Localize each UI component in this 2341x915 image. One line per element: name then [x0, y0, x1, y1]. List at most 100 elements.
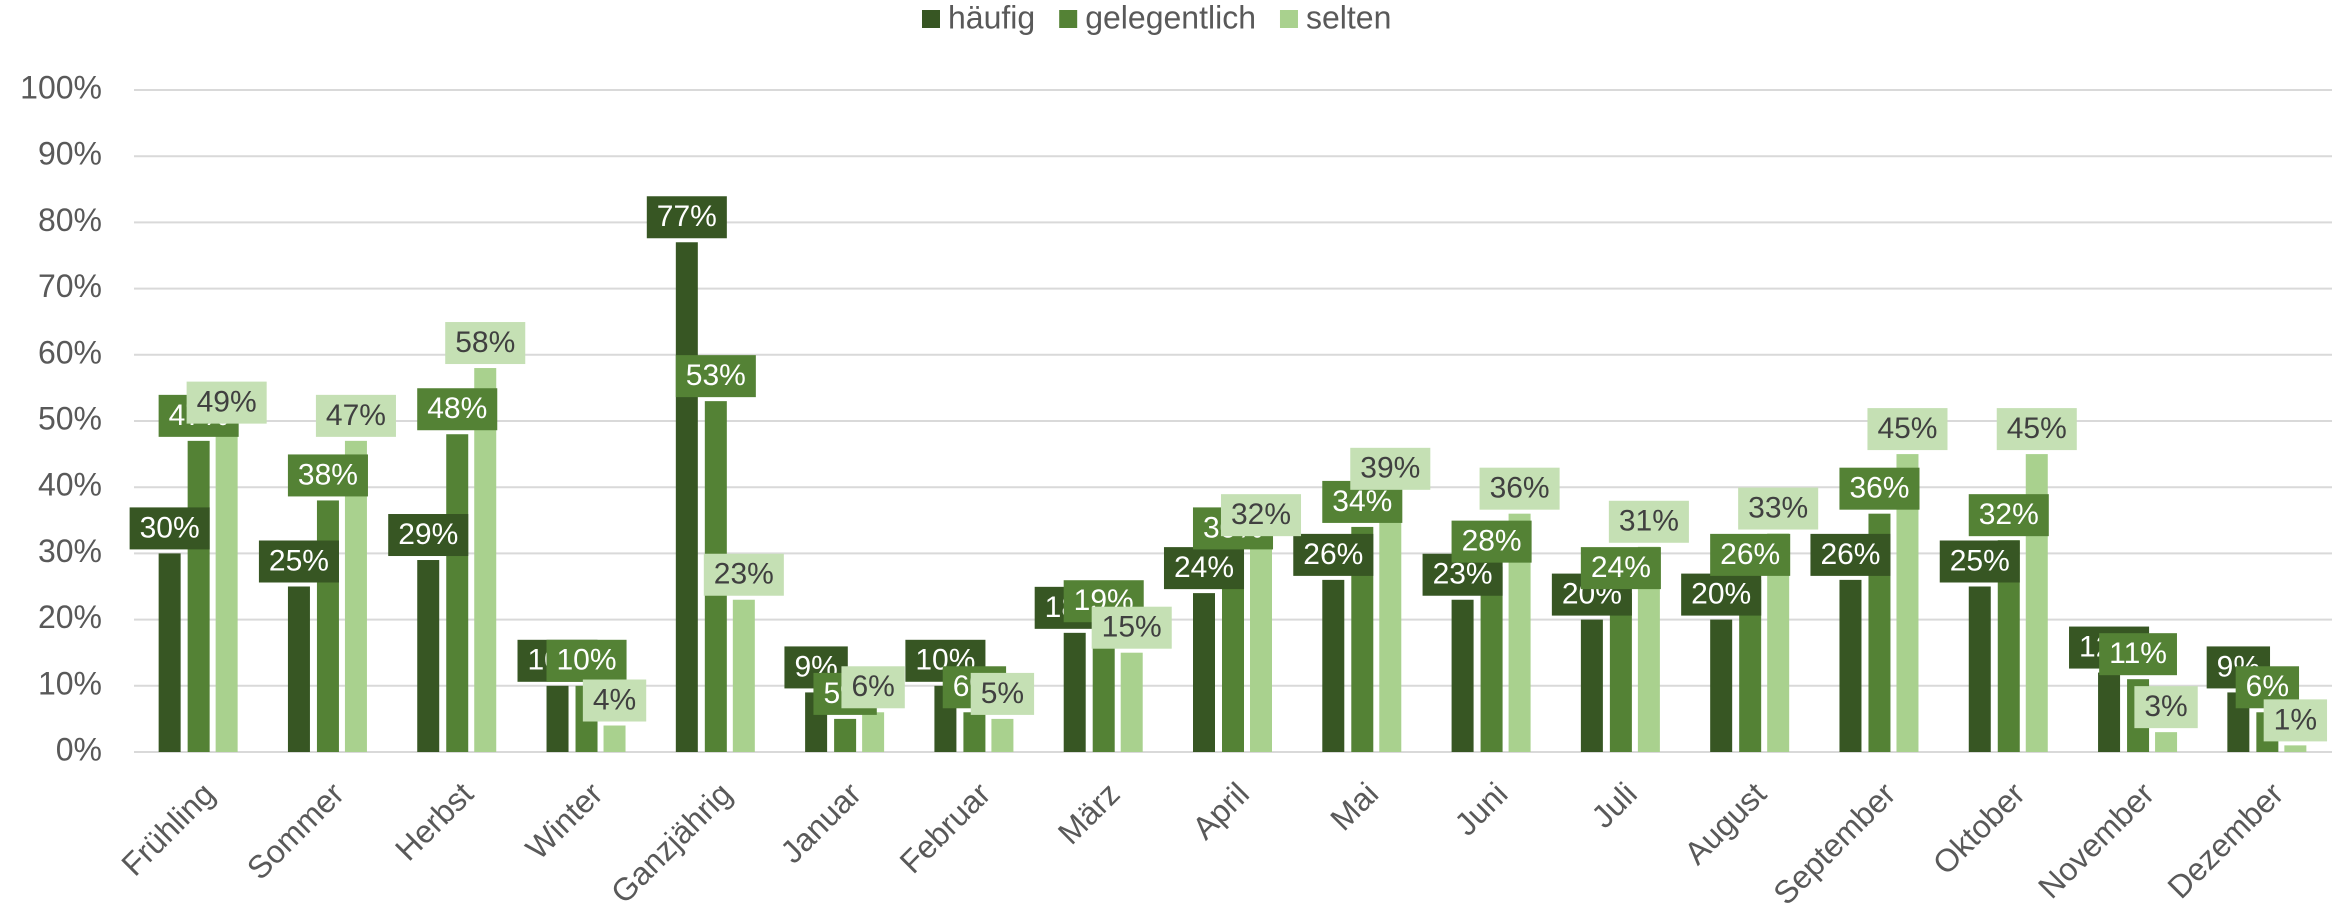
data-label: 1%	[2263, 699, 2328, 742]
data-label: 47%	[315, 394, 396, 437]
bar	[834, 718, 857, 752]
data-label-box	[1996, 408, 2077, 451]
x-tick-label: Juni	[1448, 775, 1515, 842]
legend-label: selten	[1306, 0, 1391, 35]
y-tick-label: 90%	[38, 136, 102, 172]
data-label: 23%	[1422, 553, 1503, 596]
data-label-text: 45%	[1877, 412, 1937, 445]
bar	[1609, 593, 1632, 752]
y-tick-label: 20%	[38, 599, 102, 635]
bar	[1480, 566, 1503, 752]
data-label-text: 3%	[2144, 690, 2187, 723]
data-label: 26%	[1293, 533, 1374, 576]
data-label: 24%	[1580, 547, 1661, 590]
data-label-text: 4%	[593, 683, 636, 716]
data-label: 4%	[582, 679, 647, 722]
data-label-text: 23%	[714, 558, 774, 591]
data-label-box	[1810, 533, 1891, 576]
data-label-text: 24%	[1591, 551, 1651, 584]
data-label-text: 24%	[1174, 551, 1234, 584]
y-tick-label: 80%	[38, 202, 102, 238]
x-tick-label: Frühling	[114, 775, 221, 882]
x-tick-label: Ganzjährig	[604, 775, 739, 910]
data-label-text: 26%	[1720, 538, 1780, 571]
data-label: 58%	[445, 322, 526, 365]
data-label-text: 1%	[2274, 703, 2317, 736]
data-label-text: 32%	[1231, 498, 1291, 531]
x-tick-label: April	[1185, 775, 1256, 846]
data-label: 33%	[1738, 487, 1819, 530]
data-label-box	[703, 553, 784, 596]
x-tick-label: Herbst	[388, 775, 480, 867]
data-label-box	[646, 196, 727, 239]
x-tick-label: Dezember	[2160, 775, 2290, 905]
y-tick-label: 10%	[38, 665, 102, 701]
bar	[2155, 732, 2178, 752]
data-label-text: 47%	[326, 399, 386, 432]
bar	[1580, 619, 1603, 752]
y-tick-label: 30%	[38, 533, 102, 569]
bar	[1710, 619, 1733, 752]
data-label-box	[1580, 547, 1661, 590]
data-label: 23%	[703, 553, 784, 596]
data-label: 32%	[1220, 494, 1302, 537]
data-label-text: 25%	[269, 544, 329, 577]
data-label-text: 26%	[1820, 538, 1880, 571]
data-label: 45%	[1867, 408, 1948, 451]
data-label: 45%	[1996, 408, 2077, 451]
data-label-text: 23%	[1433, 558, 1493, 591]
data-label-text: 48%	[427, 392, 487, 425]
bar	[417, 560, 440, 752]
data-label-box	[546, 639, 627, 682]
data-label-text: 6%	[2246, 670, 2289, 703]
data-label-text: 26%	[1303, 538, 1363, 571]
bar	[963, 712, 986, 752]
data-label-text: 32%	[1979, 498, 2039, 531]
x-tick-label: September	[1766, 775, 1902, 911]
data-label-text: 10%	[557, 644, 617, 677]
y-tick-label: 100%	[20, 69, 102, 105]
data-label-text: 34%	[1332, 485, 1392, 518]
data-label: 15%	[1091, 606, 1172, 649]
legend-label: häufig	[948, 0, 1035, 35]
data-label-box	[2099, 633, 2177, 676]
legend-swatch	[1279, 10, 1298, 28]
data-label-text: 28%	[1462, 525, 1522, 558]
x-tick-label: Oktober	[1926, 775, 2032, 881]
x-tick-label: Winter	[519, 775, 610, 866]
y-tick-label: 60%	[38, 334, 102, 370]
bar	[675, 242, 698, 752]
x-tick-label: Mai	[1323, 775, 1385, 837]
data-label-box	[2134, 686, 2198, 729]
bar	[1222, 553, 1244, 752]
x-tick-label: März	[1051, 775, 1127, 851]
data-label-box	[1293, 533, 1374, 576]
data-label: 28%	[1451, 520, 1532, 563]
bar	[862, 712, 885, 752]
y-tick-label: 0%	[56, 731, 102, 767]
data-label-box	[970, 672, 1035, 715]
bar	[732, 599, 755, 752]
bar	[991, 718, 1014, 752]
data-label-box	[1220, 494, 1302, 537]
legend-swatch	[922, 10, 940, 28]
bar	[1379, 493, 1402, 752]
bar	[1839, 579, 1862, 752]
legend-swatch	[1059, 10, 1078, 28]
bar	[187, 440, 210, 752]
bar	[1063, 632, 1086, 752]
y-tick-label: 70%	[38, 268, 102, 304]
data-label-text: 5%	[981, 677, 1024, 710]
data-label: 36%	[1479, 467, 1560, 510]
data-label-box	[1350, 447, 1431, 490]
x-tick-label: November	[2031, 775, 2161, 905]
data-label: 36%	[1839, 467, 1920, 510]
data-label-box	[445, 322, 526, 365]
data-label-text: 77%	[657, 200, 717, 233]
bar	[1120, 652, 1143, 752]
x-tick-label: Sommer	[240, 775, 351, 886]
data-label-text: 45%	[2007, 412, 2067, 445]
y-tick-label: 50%	[38, 400, 102, 436]
data-label: 24%	[1163, 547, 1245, 590]
data-label-text: 33%	[1748, 491, 1808, 524]
